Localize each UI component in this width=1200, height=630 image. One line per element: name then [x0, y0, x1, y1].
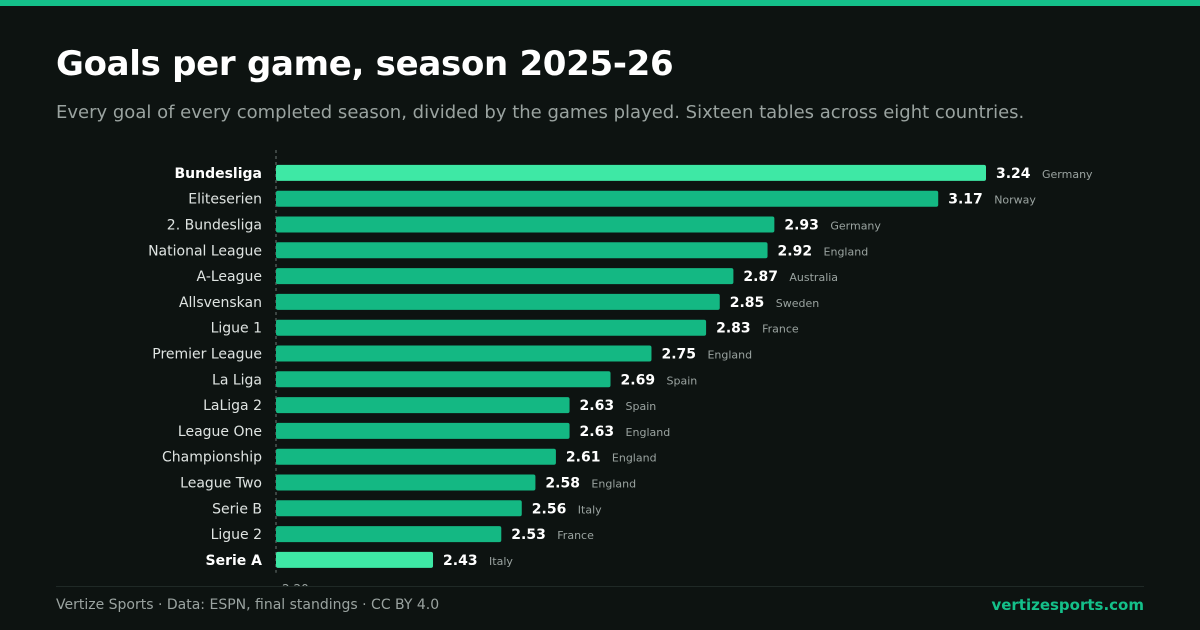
- country-label: England: [626, 426, 671, 439]
- category-label: 2. Bundesliga: [167, 218, 262, 234]
- country-label: Sweden: [776, 297, 819, 310]
- category-label: Ligue 1: [211, 321, 262, 337]
- value-label: 2.69: [621, 372, 656, 388]
- category-label: Ligue 2: [211, 527, 262, 543]
- country-label: Norway: [994, 194, 1036, 207]
- bar: [276, 164, 986, 181]
- country-label: Germany: [1042, 168, 1093, 181]
- category-label: A-League: [197, 269, 262, 285]
- bar: [276, 526, 502, 543]
- bar: [276, 293, 720, 310]
- bar-row: La Liga 2.69 Spain: [212, 371, 697, 388]
- country-label: France: [557, 529, 594, 542]
- bar-row: Serie B 2.56 Italy: [212, 500, 602, 517]
- country-label: Italy: [578, 503, 602, 516]
- category-label: Bundesliga: [174, 166, 262, 182]
- value-label: 2.85: [730, 295, 765, 311]
- bar-row: 2. Bundesliga 2.93 Germany: [167, 216, 881, 234]
- value-label: 2.56: [532, 501, 567, 517]
- country-label: Spain: [626, 400, 657, 413]
- bar-row: Championship 2.61 England: [162, 448, 657, 466]
- top-accent-bar: [0, 0, 1200, 6]
- category-label: LaLiga 2: [203, 398, 262, 414]
- category-label: Serie A: [206, 553, 263, 569]
- chart-title: Goals per game, season 2025-26: [56, 44, 674, 84]
- bar: [276, 216, 775, 233]
- x-tick-label: 2.20: [282, 582, 309, 586]
- category-label: Allsvenskan: [179, 295, 262, 311]
- category-label: League One: [178, 424, 262, 440]
- bar-row: Premier League 2.75 England: [152, 345, 752, 363]
- value-label: 2.75: [661, 347, 696, 363]
- value-label: 3.24: [996, 166, 1031, 182]
- footer-divider: [56, 586, 1144, 587]
- footer-credit: Vertize Sports · Data: ESPN, final stand…: [56, 597, 440, 613]
- bar: [276, 371, 611, 388]
- category-label: League Two: [180, 476, 262, 492]
- country-label: England: [612, 452, 657, 465]
- bar: [276, 190, 939, 207]
- bar-row: Allsvenskan 2.85 Sweden: [179, 293, 819, 311]
- country-label: England: [591, 478, 636, 491]
- bar: [276, 345, 652, 362]
- value-label: 3.17: [948, 192, 983, 208]
- value-label: 2.92: [778, 243, 813, 259]
- footer-site-link[interactable]: vertizesports.com: [991, 596, 1144, 614]
- bar: [276, 319, 707, 336]
- value-label: 2.83: [716, 321, 751, 337]
- country-label: France: [762, 323, 799, 336]
- bar-row: League One 2.63 England: [178, 422, 671, 440]
- country-label: Australia: [789, 271, 838, 284]
- category-label: National League: [148, 243, 262, 259]
- bar: [276, 268, 734, 285]
- category-label: Championship: [162, 450, 262, 466]
- bar: [276, 242, 768, 259]
- country-label: England: [707, 349, 752, 362]
- bar: [276, 397, 570, 414]
- bar-row: A-League 2.87 Australia: [197, 268, 838, 285]
- country-label: England: [824, 245, 869, 258]
- bar: [276, 448, 556, 465]
- value-label: 2.63: [580, 424, 615, 440]
- category-label: Premier League: [152, 347, 262, 363]
- bar-row: Ligue 2 2.53 France: [211, 526, 594, 543]
- value-label: 2.87: [743, 269, 778, 285]
- bar-row: Bundesliga 3.24 Germany: [174, 164, 1093, 182]
- bar: [276, 422, 570, 439]
- category-label: La Liga: [212, 372, 262, 388]
- value-label: 2.61: [566, 450, 601, 466]
- value-label: 2.63: [580, 398, 615, 414]
- bar-row: National League 2.92 England: [148, 242, 868, 259]
- value-label: 2.43: [443, 553, 478, 569]
- bar-row: Serie A 2.43 Italy: [206, 551, 513, 569]
- value-label: 2.93: [784, 218, 819, 234]
- country-label: Germany: [830, 220, 881, 233]
- bar: [276, 500, 522, 517]
- bar-row: Ligue 1 2.83 France: [211, 319, 799, 337]
- bar-row: Eliteserien 3.17 Norway: [188, 190, 1036, 208]
- country-label: Spain: [667, 374, 698, 387]
- country-label: Italy: [489, 555, 513, 568]
- category-label: Eliteserien: [188, 192, 262, 208]
- value-label: 2.53: [511, 527, 546, 543]
- bar-chart: Bundesliga 3.24 Germany Eliteserien 3.17 Norw…: [148, 150, 1093, 586]
- value-label: 2.58: [545, 476, 580, 492]
- chart-subtitle: Every goal of every completed season, di…: [56, 102, 1025, 123]
- bar: [276, 474, 536, 491]
- bar-row: League Two 2.58 England: [180, 474, 636, 492]
- category-label: Serie B: [212, 501, 262, 517]
- bar: [276, 551, 434, 568]
- bar-row: LaLiga 2 2.63 Spain: [203, 397, 656, 414]
